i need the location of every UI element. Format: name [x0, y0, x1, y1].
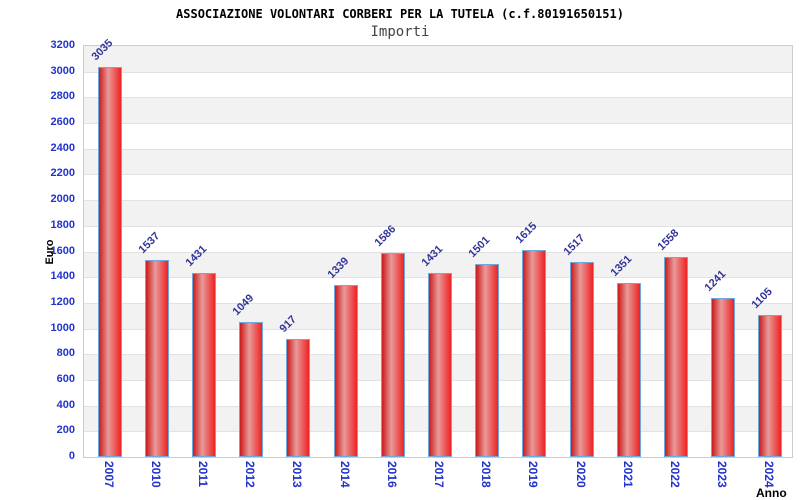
- y-tick-label: 600: [56, 372, 75, 385]
- chart-subtitle: Importi: [370, 24, 430, 40]
- grid-line: [84, 97, 792, 99]
- y-tick-label: 1800: [50, 218, 75, 231]
- y-axis-title: Euro: [44, 239, 56, 265]
- grid-line: [84, 148, 792, 150]
- grid-line: [84, 251, 792, 253]
- grid-band: [84, 97, 792, 124]
- bar: [144, 259, 169, 457]
- grid-band: [84, 200, 792, 226]
- y-tick-label: 3200: [50, 39, 75, 51]
- grid-line: [84, 200, 792, 202]
- x-tick-label: 2018: [479, 461, 494, 488]
- x-tick-label: 2010: [148, 461, 163, 488]
- x-tick-label: 2021: [620, 461, 635, 488]
- grid-line: [84, 123, 792, 125]
- y-tick-label: 1200: [50, 295, 75, 308]
- bar: [475, 264, 500, 457]
- grid-band: [84, 174, 792, 201]
- y-tick-label: 400: [56, 398, 75, 411]
- y-tick-label: 0: [68, 450, 75, 462]
- bar: [380, 253, 405, 457]
- grid-band: [84, 225, 792, 252]
- grid-band: [84, 71, 792, 98]
- chart-title: ASSOCIAZIONE VOLONTARI CORBERI PER LA TU…: [176, 7, 624, 21]
- x-tick-label: 2011: [196, 461, 210, 488]
- bar: [711, 297, 736, 457]
- bar: [758, 315, 783, 457]
- bar: [569, 262, 594, 457]
- y-tick-label: 200: [56, 424, 75, 437]
- y-tick-label: 2800: [50, 90, 75, 103]
- grid-line: [84, 225, 792, 227]
- y-tick-label: 1400: [50, 270, 75, 283]
- x-tick-label: 2016: [384, 461, 399, 488]
- grid-line: [84, 174, 792, 176]
- x-tick-label: 2022: [668, 461, 682, 488]
- bar: [239, 322, 264, 457]
- y-tick-label: 2600: [50, 116, 75, 129]
- x-tick-label: 2023: [715, 461, 730, 488]
- y-tick-label: 2000: [50, 193, 75, 206]
- grid-band: [84, 123, 792, 149]
- x-tick-label: 2014: [337, 461, 352, 488]
- bar: [192, 273, 216, 457]
- x-tick-label: 2013: [290, 461, 305, 488]
- bar: [286, 339, 311, 457]
- x-tick-label: 2012: [243, 461, 258, 488]
- bar: [522, 249, 547, 457]
- y-tick-label: 3000: [50, 64, 75, 77]
- y-tick-label: 2200: [50, 167, 75, 180]
- x-tick-label: 2019: [526, 461, 541, 488]
- grid-band: [84, 148, 792, 175]
- y-tick-label: 1000: [50, 321, 75, 334]
- bar: [333, 285, 358, 457]
- x-tick-label: 2007: [101, 461, 116, 488]
- bar: [616, 283, 641, 457]
- grid-band: [84, 46, 792, 72]
- x-axis-title: Anno: [756, 486, 787, 500]
- plot-area: 3035 1537 1431 1049 917 1339 1586 1431 1501 1615 1…: [83, 37, 793, 458]
- bar: [664, 256, 688, 457]
- y-tick-label: 1600: [50, 244, 75, 257]
- y-tick-label: 800: [56, 347, 75, 360]
- x-tick-label: 2024: [762, 461, 777, 488]
- bar: [97, 67, 122, 457]
- x-tick-label: 2020: [573, 461, 588, 488]
- y-tick-label: 2400: [50, 141, 75, 154]
- bar: [428, 273, 452, 457]
- x-tick-label: 2017: [432, 461, 446, 488]
- grid-line: [84, 71, 792, 73]
